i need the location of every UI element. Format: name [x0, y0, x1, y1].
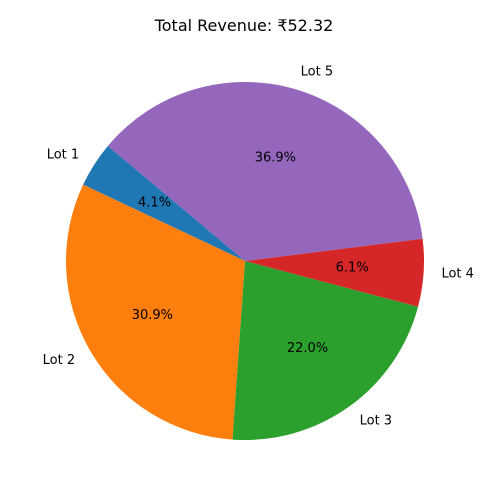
pct-label-lot-5: 36.9%: [255, 150, 296, 165]
pie-labels: Lot 1 4.1% Lot 2 30.9% Lot 3 22.0% Lot 4 6.1% Lo…: [43, 65, 474, 429]
slice-label-lot-1: Lot 1: [47, 147, 79, 162]
slice-label-lot-4: Lot 4: [441, 267, 473, 282]
pct-label-lot-4: 6.1%: [336, 261, 369, 276]
chart-title: Total Revenue: ₹52.32: [154, 16, 334, 35]
pie-slice-lot-1: [83, 145, 245, 261]
slice-label-lot-2: Lot 2: [43, 353, 75, 368]
pie-slice-lot-2: [66, 184, 245, 440]
slice-label-lot-5: Lot 5: [301, 65, 333, 80]
pie-slice-lot-5: [107, 81, 423, 262]
pct-label-lot-3: 22.0%: [287, 341, 328, 356]
slice-label-lot-3: Lot 3: [360, 414, 392, 429]
pie-slice-lot-3: [232, 261, 419, 440]
pie-slices: [66, 81, 425, 440]
pie-slice-lot-4: [245, 238, 425, 307]
pct-label-lot-2: 30.9%: [132, 308, 173, 323]
pct-label-lot-1: 4.1%: [138, 196, 171, 211]
